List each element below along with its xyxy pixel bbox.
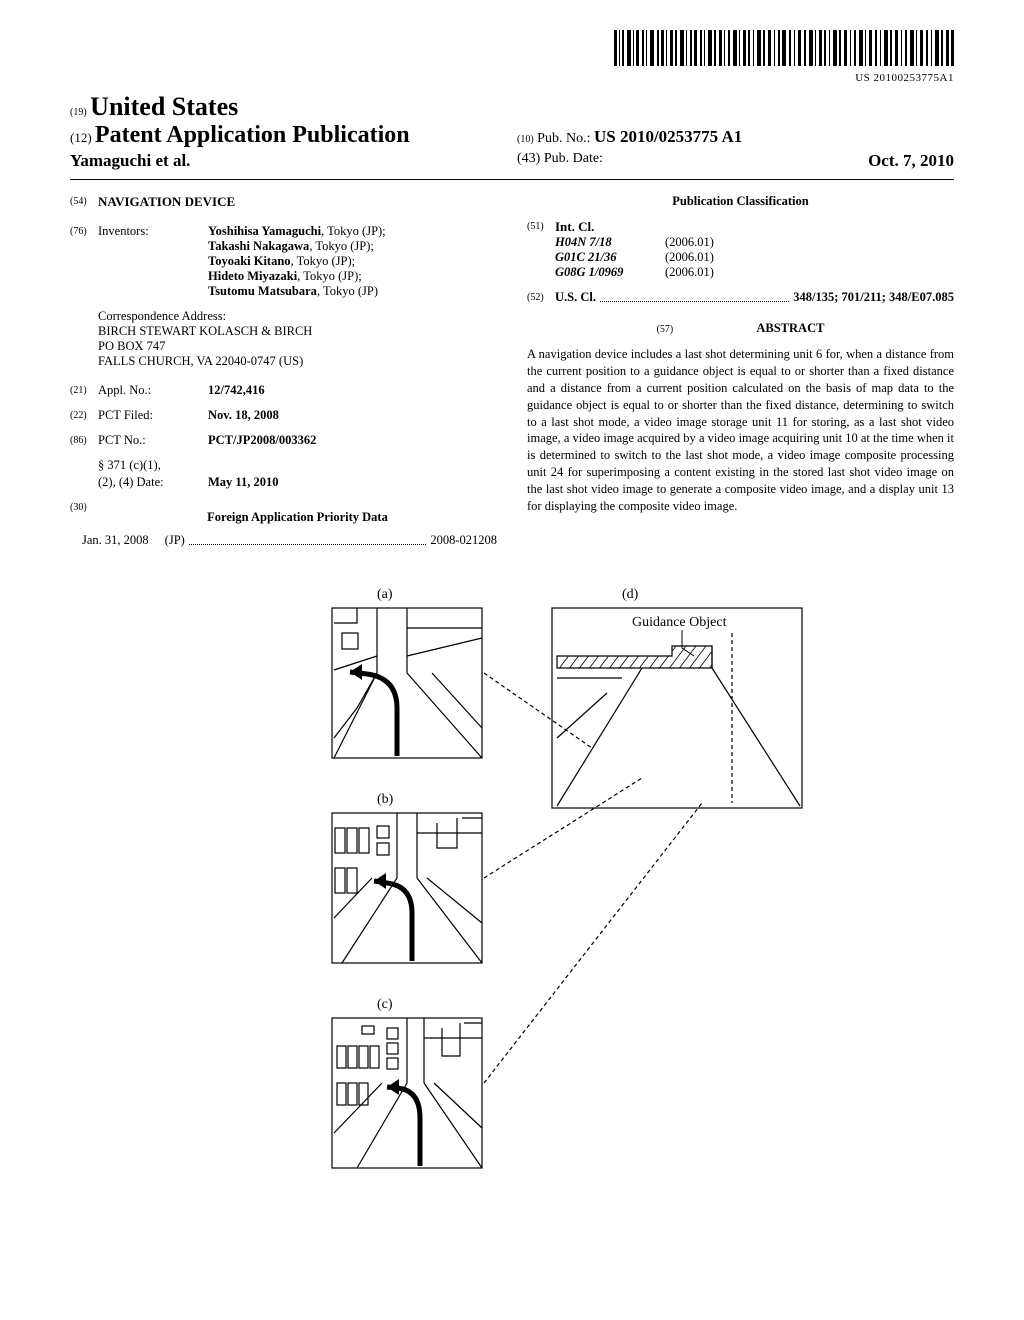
right-column: Publication Classification (51) Int. Cl.… <box>527 194 954 548</box>
abstract-label: ABSTRACT <box>756 321 824 335</box>
figure-area: (a) (b) <box>70 578 954 1218</box>
fig-label-a: (a) <box>377 587 393 602</box>
pub-date-prefix: (43) <box>517 151 540 166</box>
pub-date-value: Oct. 7, 2010 <box>868 151 954 171</box>
abstract-num: (57) <box>657 324 674 335</box>
pub-no-value: US 2010/0253775 A1 <box>594 127 742 146</box>
guidance-object-label: Guidance Object <box>632 615 727 630</box>
intcl-label: Int. Cl. <box>555 219 594 234</box>
intcl-year: (2006.01) <box>665 235 714 250</box>
appl-label: Appl. No.: <box>98 383 208 398</box>
intcl-code: G01C 21/36 <box>555 250 665 265</box>
pub-no-label: Pub. No.: <box>537 131 590 146</box>
dots-leader <box>600 290 789 302</box>
inventor-name: Tsutomu Matsubara <box>208 284 317 298</box>
s371-value: May 11, 2010 <box>208 475 278 489</box>
pct-filed-num: (22) <box>70 408 98 423</box>
inventor-name: Toyoaki Kitano <box>208 254 291 268</box>
intcl-year: (2006.01) <box>665 250 714 265</box>
invention-title: NAVIGATION DEVICE <box>98 194 235 210</box>
pct-no-label: PCT No.: <box>98 433 208 448</box>
pct-no-num: (86) <box>70 433 98 448</box>
inventors-label: Inventors: <box>98 224 208 299</box>
barcode-number: US 20100253775A1 <box>70 72 954 84</box>
inventor-name: Yoshihisa Yamaguchi <box>208 224 321 238</box>
correspondence-line: FALLS CHURCH, VA 22040-0747 (US) <box>98 354 497 369</box>
inventors-num: (76) <box>70 224 98 299</box>
intcl-num: (51) <box>527 219 555 280</box>
correspondence-label: Correspondence Address: <box>98 309 497 324</box>
uscl-num: (52) <box>527 290 555 305</box>
uscl-label: U.S. Cl. <box>555 290 596 304</box>
intcl-code: G08G 1/0969 <box>555 265 665 280</box>
priority-app: 2008-021208 <box>430 533 497 548</box>
left-column: (54) NAVIGATION DEVICE (76) Inventors: Y… <box>70 194 497 548</box>
pub-type: Patent Application Publication <box>95 122 410 148</box>
correspondence-address: Correspondence Address: BIRCH STEWART KO… <box>98 309 497 369</box>
title-num: (54) <box>70 194 98 210</box>
pct-no-value: PCT/JP2008/003362 <box>208 433 316 447</box>
correspondence-line: BIRCH STEWART KOLASCH & BIRCH <box>98 324 497 339</box>
inventor-name: Takashi Nakagawa <box>208 239 309 253</box>
country-name: United States <box>90 92 238 121</box>
pub-type-prefix: (12) <box>70 130 92 145</box>
fig-label-c: (c) <box>377 997 393 1012</box>
pct-filed-label: PCT Filed: <box>98 408 208 423</box>
barcode-section: US 20100253775A1 <box>70 30 954 84</box>
pct-filed-value: Nov. 18, 2008 <box>208 408 279 422</box>
inventor-name: Hideto Miyazaki <box>208 269 297 283</box>
abstract-text: A navigation device includes a last shot… <box>527 346 954 515</box>
fig-label-d: (d) <box>622 587 639 602</box>
priority-heading: Foreign Application Priority Data <box>98 510 497 525</box>
appl-num: (21) <box>70 383 98 398</box>
s371-label2: (2), (4) Date: <box>98 475 208 490</box>
priority-country: (JP) <box>165 533 185 548</box>
priority-date: Jan. 31, 2008 <box>82 533 149 548</box>
pub-no-prefix: (10) <box>517 134 534 145</box>
classification-heading: Publication Classification <box>527 194 954 209</box>
barcode-icon <box>614 30 954 66</box>
dots-leader <box>189 533 427 545</box>
inventors-list: Yoshihisa Yamaguchi, Tokyo (JP); Takashi… <box>208 224 497 299</box>
fig-label-b: (b) <box>377 792 394 807</box>
authors-line: Yamaguchi et al. <box>70 151 507 171</box>
publication-header: (19) United States (12) Patent Applicati… <box>70 92 954 180</box>
priority-num: (30) <box>70 500 98 533</box>
intcl-year: (2006.01) <box>665 265 714 280</box>
uscl-value: 348/135; 701/211; 348/E07.085 <box>793 290 954 304</box>
intcl-code: H04N 7/18 <box>555 235 665 250</box>
correspondence-line: PO BOX 747 <box>98 339 497 354</box>
appl-value: 12/742,416 <box>208 383 265 397</box>
s371-label: § 371 (c)(1), <box>98 458 208 473</box>
pub-date-label: Pub. Date: <box>544 151 603 166</box>
country-prefix: (19) <box>70 107 87 118</box>
